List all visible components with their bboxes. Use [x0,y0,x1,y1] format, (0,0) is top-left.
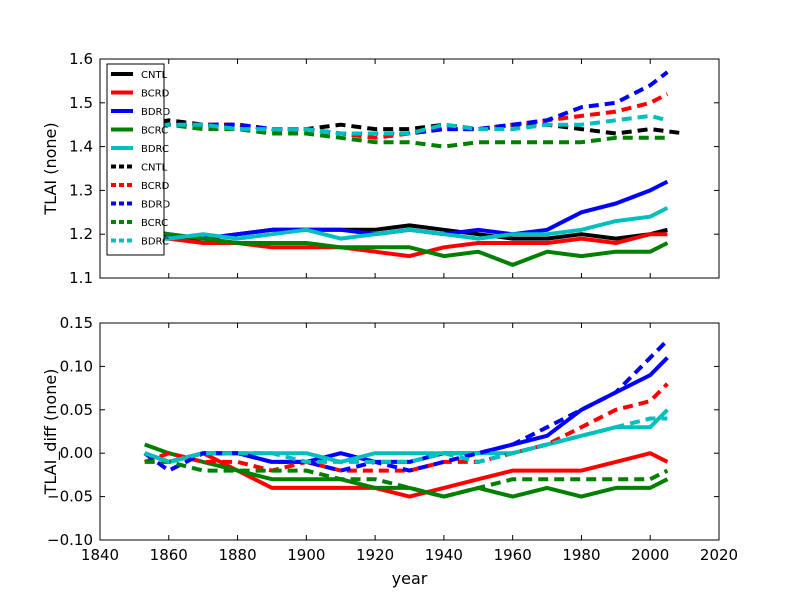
y-tick-label: 1.3 [69,181,93,199]
x-tick-label: 1960 [494,546,532,564]
series-line-solid-bdrd [144,356,669,464]
x-tick-label: 1940 [425,546,463,564]
series-line-dashed-bcrd [144,382,669,473]
legend-label: BCRC [141,218,168,229]
x-tick-label: 1860 [150,546,188,564]
legend-label: CNTL [141,70,168,81]
y-tick-label: 0.05 [60,401,93,419]
legend-label: CNTL [141,163,168,174]
axes-frame [99,58,720,279]
series-line-solid-bcrd [144,451,669,499]
y-tick-label: 1.1 [69,269,93,287]
axes-frame [99,322,720,541]
series-line-dashed-bdrc [144,416,668,464]
series-line-dashed-bdrc [144,113,668,136]
y-tick-label: −0.10 [47,531,93,549]
series-line-dashed-bcrd [144,92,669,140]
series-line-solid-bcrc [144,442,669,499]
bottom-panel: −0.10 −0.05 0.00 0.05 0.10 0.15 1840 1860 1880 19… [41,314,738,588]
series-line-dashed-bcrc [144,459,669,499]
x-tick-label: 1900 [287,546,325,564]
series-line-solid-bcrc [144,227,669,267]
top-panel: 1.1 1.2 1.3 1.4 1.5 1.6 TLAI (none) CNTL BCRD BDR… [41,50,720,287]
x-tick-label: 1980 [562,546,600,564]
y-axis-label: TLAI (none) [41,122,60,215]
y-tick-label: 0.15 [60,314,93,332]
legend-label: BDRD [141,200,171,211]
x-tick-label: 2000 [631,546,669,564]
x-tick-label: 2020 [700,546,738,564]
y-tick-label: −0.05 [47,488,93,506]
y-tick-label: 0.00 [60,444,93,462]
y-tick-label: 1.2 [69,225,93,243]
series-line-dashed-bdrd [144,70,669,136]
legend-label: BCRD [141,89,170,100]
y-tick-label: 1.4 [69,138,93,156]
x-axis-label: year [392,569,428,588]
y-tick-label: 1.6 [69,50,93,68]
legend-label: BDRC [141,144,169,155]
legend-box [106,63,165,256]
y-tick-label: 1.5 [69,94,93,112]
legend-label: BDRC [141,237,169,248]
y-tick-label: 0.10 [60,357,93,375]
x-tick-label: 1920 [356,546,394,564]
legend-label: BCRC [141,126,168,137]
x-tick-label: 1840 [81,546,119,564]
legend-label: BCRD [141,181,170,192]
legend-label: BDRD [141,107,171,118]
x-tick-label: 1880 [218,546,256,564]
series-line-dashed-bdrd [143,338,669,473]
y-axis-label: TLAI_diff (none) [41,369,61,496]
series-line-solid-bdrc [144,206,669,241]
